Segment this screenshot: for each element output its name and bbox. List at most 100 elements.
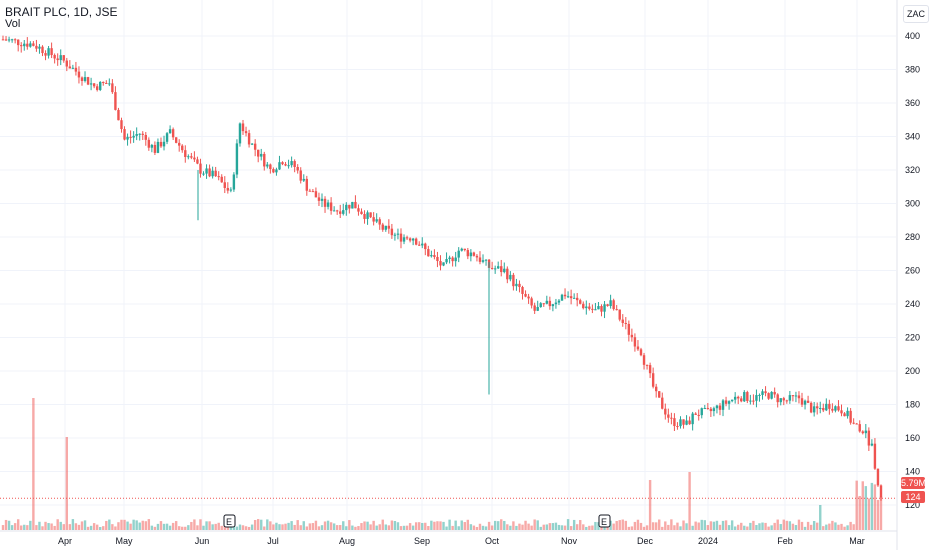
candle-body: [250, 143, 254, 145]
volume-bar: [706, 525, 710, 530]
volume-label[interactable]: Vol: [5, 18, 21, 30]
volume-bar: [354, 526, 357, 530]
candle-body: [427, 249, 430, 257]
candle-body: [65, 60, 68, 67]
candle-body: [724, 400, 728, 404]
candle-body: [405, 237, 409, 239]
candle-body: [342, 210, 345, 214]
volume-bar: [484, 526, 488, 530]
y-tick-label: 140: [905, 467, 920, 477]
volume-bar: [132, 519, 135, 530]
candle-body: [566, 296, 570, 298]
candle-body: [457, 250, 460, 258]
volume-bar: [788, 521, 792, 530]
volume-bar: [733, 526, 737, 530]
volume-bar: [873, 484, 877, 530]
volume-bar: [639, 522, 643, 530]
candle-body: [445, 259, 448, 263]
volume-bar: [308, 523, 312, 530]
volume-bar: [819, 505, 822, 530]
volume-bar: [800, 521, 804, 530]
volume-bar: [13, 523, 17, 530]
volume-bar: [123, 519, 126, 530]
volume-bar: [566, 519, 570, 530]
volume-bar: [372, 520, 375, 530]
candle-body: [597, 306, 600, 310]
volume-bar: [348, 520, 351, 530]
candle-body: [469, 252, 473, 257]
volume-bar: [539, 526, 542, 530]
y-tick-label: 180: [905, 400, 920, 410]
candle-body: [551, 304, 555, 307]
candle-body: [272, 169, 275, 173]
candle-body: [390, 228, 394, 236]
candle-body: [193, 157, 196, 160]
volume-bar: [636, 519, 640, 530]
volume-bar: [7, 520, 11, 530]
candle-body: [53, 55, 56, 59]
volume-bar: [712, 521, 716, 530]
volume-bar: [654, 522, 658, 530]
volume-bar: [171, 522, 175, 530]
y-tick-label: 380: [905, 65, 920, 75]
candle-body: [697, 414, 700, 416]
candle-body: [244, 131, 248, 134]
volume-bar: [679, 526, 682, 530]
volume-bar: [803, 526, 807, 530]
volume-bar: [108, 519, 111, 530]
volume-bar: [147, 519, 151, 530]
candle-body: [575, 297, 579, 301]
candle-body: [664, 408, 667, 415]
candle-body: [478, 257, 482, 262]
candle-body: [393, 234, 397, 236]
candle-body: [323, 198, 327, 207]
volume-bar: [375, 525, 378, 530]
volume-bar: [770, 525, 773, 530]
candle-body: [676, 426, 679, 428]
candle-body: [721, 400, 725, 410]
candle-body: [226, 187, 230, 191]
volume-bar: [92, 523, 96, 530]
volume-bar: [621, 519, 624, 530]
candle-body: [709, 408, 713, 412]
volume-bar: [648, 480, 652, 530]
candle-body: [147, 139, 151, 148]
candle-body: [235, 143, 239, 175]
candle-body: [691, 413, 694, 425]
volume-bar: [314, 520, 318, 530]
volume-bar: [366, 521, 369, 530]
candle-body: [679, 419, 682, 427]
volume-bar: [794, 525, 798, 530]
volume-bar: [208, 521, 211, 530]
candle-body: [761, 391, 764, 395]
candle-body: [627, 323, 631, 335]
candle-body: [86, 77, 90, 85]
candle-body: [275, 169, 278, 173]
symbol-title[interactable]: BRAIT PLC, 1D, JSE: [5, 5, 118, 19]
candle-body: [779, 398, 782, 403]
candle-body: [703, 408, 706, 410]
volume-bar: [23, 524, 26, 530]
candle-body: [822, 407, 825, 411]
candle-body: [825, 403, 828, 411]
volume-bar: [235, 526, 239, 530]
candle-body: [509, 274, 512, 280]
volume-bar: [38, 521, 41, 530]
volume-bar: [542, 524, 545, 530]
volume-bar: [211, 524, 214, 530]
earnings-marker-label: E: [226, 517, 232, 527]
volume-bar: [44, 521, 47, 530]
volume-bar: [767, 526, 770, 530]
volume-bar: [812, 521, 816, 530]
currency-badge[interactable]: ZAC: [903, 5, 929, 23]
x-tick-label: Dec: [637, 536, 654, 546]
volume-bar: [867, 498, 871, 530]
candle-body: [582, 303, 585, 309]
volume-bar: [217, 522, 220, 530]
candle-body: [545, 300, 549, 304]
candle-body: [223, 182, 226, 188]
candle-body: [767, 393, 770, 399]
candle-body: [56, 58, 59, 61]
